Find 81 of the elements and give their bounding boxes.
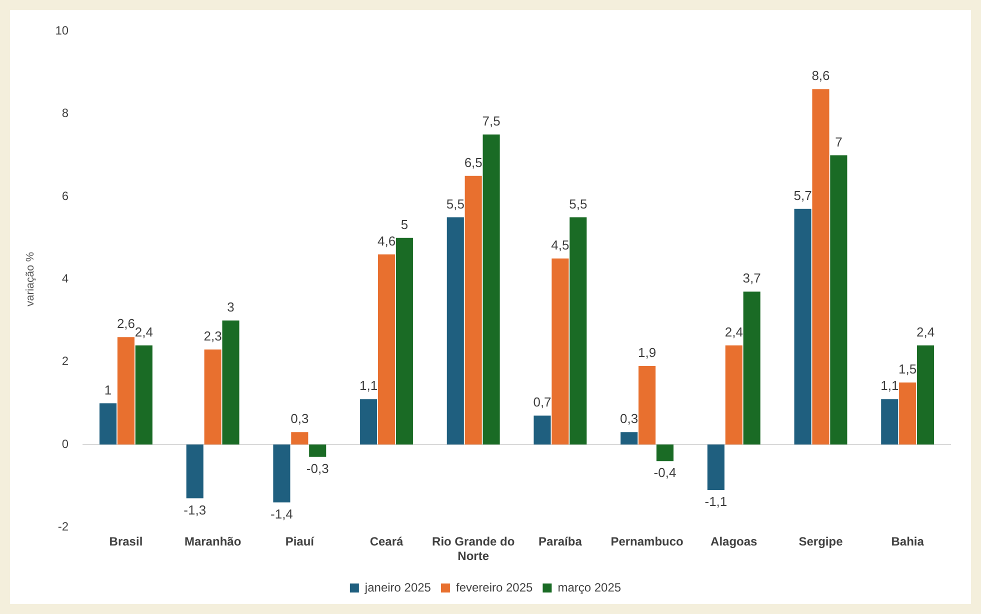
bar bbox=[378, 254, 396, 445]
data-label: 4,6 bbox=[377, 233, 396, 248]
data-label: 1,9 bbox=[638, 345, 656, 360]
data-label: 1,1 bbox=[360, 378, 378, 394]
bar bbox=[396, 238, 413, 445]
y-tick-label: 4 bbox=[62, 272, 69, 286]
data-label: 5,7 bbox=[794, 188, 812, 204]
bar bbox=[707, 444, 724, 490]
data-label: 5 bbox=[400, 216, 408, 232]
data-label: 4,5 bbox=[551, 238, 570, 253]
data-label: 2,3 bbox=[204, 328, 222, 344]
data-label: 2,4 bbox=[916, 324, 935, 340]
bar bbox=[917, 345, 934, 445]
bar bbox=[725, 345, 742, 445]
x-tick-label: Bahia bbox=[891, 534, 924, 549]
bar bbox=[830, 155, 848, 445]
data-label: 5,5 bbox=[446, 196, 464, 212]
data-label: 2,4 bbox=[724, 324, 743, 340]
x-tick-label: Alagoas bbox=[710, 534, 758, 549]
data-label: 7,5 bbox=[482, 114, 500, 129]
bar bbox=[446, 217, 464, 445]
x-tick-label: Brasil bbox=[109, 534, 143, 549]
y-tick-label: 8 bbox=[62, 106, 69, 120]
bar bbox=[552, 258, 569, 445]
data-label: 6,5 bbox=[464, 154, 482, 170]
bar bbox=[464, 176, 482, 445]
bar bbox=[620, 432, 638, 445]
data-label: 8,6 bbox=[812, 68, 830, 84]
y-tick-label: 6 bbox=[62, 188, 69, 203]
bar bbox=[186, 444, 204, 498]
y-axis-title: variação % bbox=[24, 252, 37, 306]
bar bbox=[570, 217, 587, 445]
bar bbox=[273, 444, 290, 502]
bar bbox=[291, 432, 308, 445]
bar bbox=[638, 366, 656, 445]
data-label: 0,3 bbox=[290, 411, 309, 426]
bar bbox=[899, 382, 916, 445]
data-label: 0,7 bbox=[533, 394, 552, 410]
data-label: 3,7 bbox=[742, 270, 761, 286]
data-label: 5,5 bbox=[569, 196, 588, 212]
bar bbox=[222, 320, 240, 445]
bar bbox=[482, 134, 500, 445]
legend-label: janeiro 2025 bbox=[364, 580, 432, 594]
bar bbox=[794, 208, 812, 445]
legend-label: fevereiro 2025 bbox=[456, 580, 534, 594]
data-label: -1,3 bbox=[184, 502, 206, 518]
x-tick-label: Maranhão bbox=[184, 534, 242, 549]
data-label: 2,4 bbox=[134, 324, 153, 340]
bar bbox=[117, 337, 134, 445]
bar bbox=[743, 292, 760, 445]
bar bbox=[99, 403, 117, 445]
data-label: 3 bbox=[227, 300, 234, 315]
x-tick-label: Sergipe bbox=[798, 534, 844, 549]
bar bbox=[309, 444, 326, 457]
data-label: 0,3 bbox=[620, 411, 638, 426]
bar bbox=[360, 399, 378, 445]
y-tick-label: 2 bbox=[62, 354, 69, 368]
x-tick-label: Paraíba bbox=[538, 534, 582, 549]
legend-label: março 2025 bbox=[558, 580, 622, 594]
bar bbox=[534, 416, 551, 445]
y-tick-label: 10 bbox=[55, 24, 69, 38]
bar bbox=[135, 345, 152, 445]
data-label: -0,3 bbox=[306, 461, 329, 476]
data-label: 1,1 bbox=[880, 378, 899, 394]
x-tick-label: Ceará bbox=[370, 534, 404, 549]
x-tick-label: Pernambuco bbox=[610, 534, 684, 549]
y-tick-label: 0 bbox=[62, 436, 69, 451]
bar bbox=[881, 399, 898, 445]
data-label: -1,4 bbox=[270, 506, 293, 522]
y-tick-label: -2 bbox=[58, 520, 69, 534]
data-label: 1,5 bbox=[898, 362, 917, 377]
data-label: 1 bbox=[104, 382, 112, 398]
bar bbox=[656, 444, 674, 462]
bar bbox=[812, 89, 830, 445]
x-tick-label: Rio Grande do Norte bbox=[432, 534, 515, 564]
data-label: -1,1 bbox=[704, 494, 728, 510]
x-tick-label: Piauí bbox=[285, 534, 315, 549]
data-label: 2,6 bbox=[116, 316, 136, 332]
data-label: -0,4 bbox=[654, 465, 676, 480]
data-label: 7 bbox=[835, 134, 842, 150]
bar bbox=[204, 349, 222, 445]
